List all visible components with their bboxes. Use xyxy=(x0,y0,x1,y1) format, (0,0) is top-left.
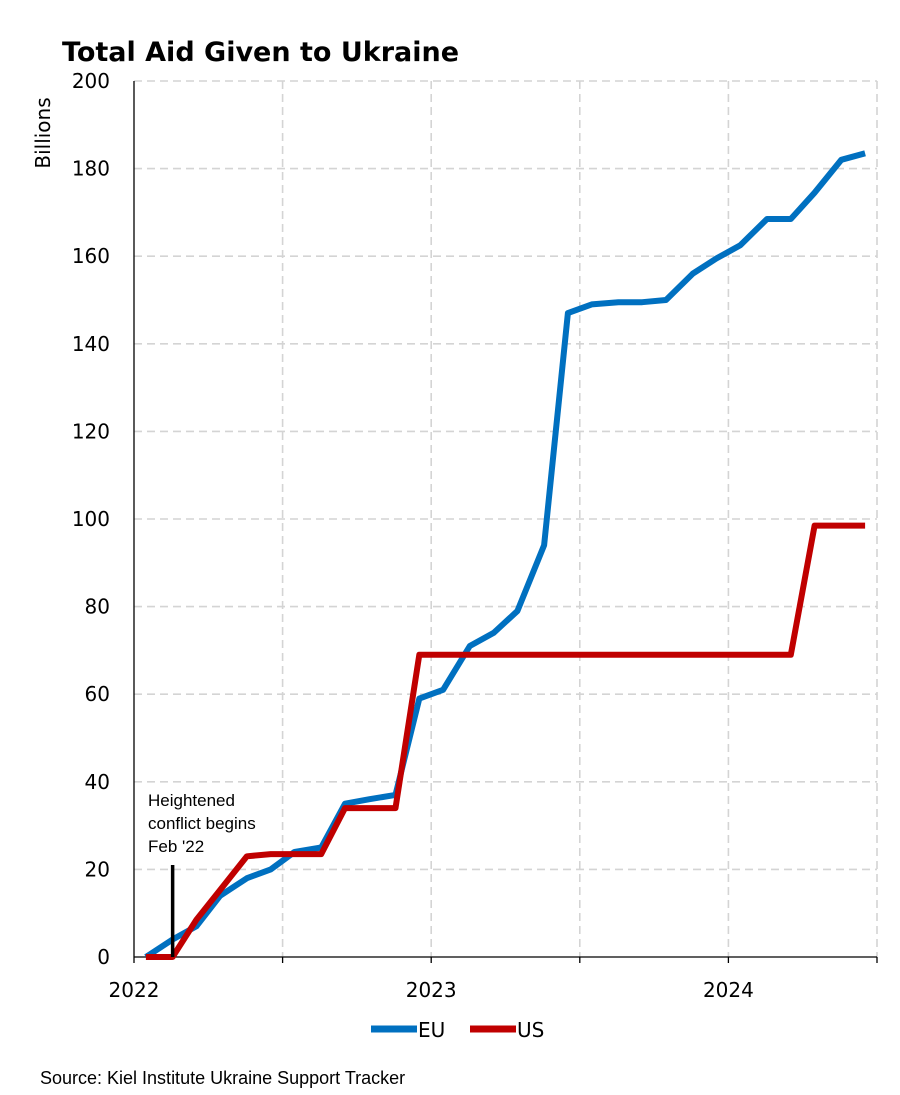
x-tick-label: 2022 xyxy=(109,978,160,1002)
legend-label-us: US xyxy=(517,1018,544,1042)
x-tick-label: 2024 xyxy=(703,978,754,1002)
y-tick-label: 180 xyxy=(72,157,110,181)
y-tick-label: 200 xyxy=(72,69,110,93)
y-tick-label: 100 xyxy=(72,507,110,531)
series-lines xyxy=(144,150,866,960)
series-line-eu xyxy=(144,150,866,960)
y-tick-label: 160 xyxy=(72,244,110,268)
y-tick-label: 60 xyxy=(85,682,110,706)
annotation-text: Heightened xyxy=(148,791,235,810)
legend: EU US xyxy=(371,1018,544,1042)
annotation: Heightened conflict begins Feb '22 xyxy=(148,791,256,957)
series-line-us xyxy=(145,522,866,960)
y-tick-label: 80 xyxy=(85,595,110,619)
legend-label-eu: EU xyxy=(418,1018,445,1042)
axes: 0 20 40 60 80 100 120 140 160 180 200 2022 2023 2024 xyxy=(72,69,878,1002)
y-tick-label: 120 xyxy=(72,419,110,443)
source-note: Source: Kiel Institute Ukraine Support T… xyxy=(40,1068,405,1088)
y-axis-label: Billions xyxy=(31,97,55,168)
y-tick-label: 0 xyxy=(97,945,110,969)
y-tick-label: 40 xyxy=(85,770,110,794)
grid xyxy=(134,80,878,957)
chart-title: Total Aid Given to Ukraine xyxy=(62,37,459,68)
annotation-text: conflict begins xyxy=(148,814,256,833)
y-tick-label: 140 xyxy=(72,332,110,356)
x-tick-label: 2023 xyxy=(406,978,457,1002)
y-tick-label: 20 xyxy=(85,857,110,881)
annotation-text: Feb '22 xyxy=(148,837,204,856)
